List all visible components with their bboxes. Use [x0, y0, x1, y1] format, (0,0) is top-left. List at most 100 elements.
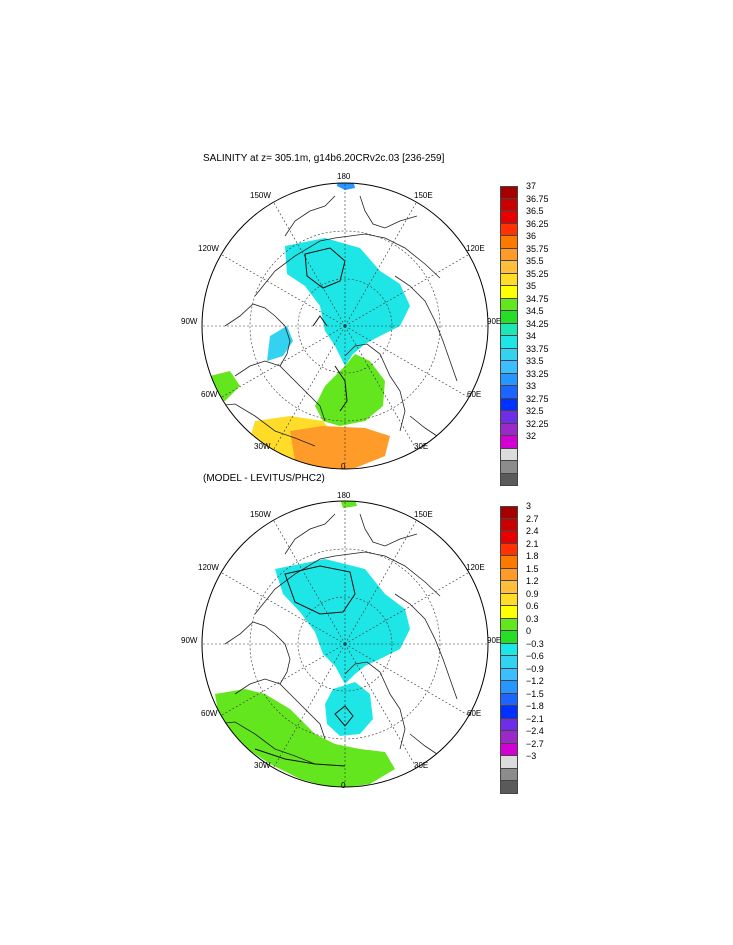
salinity-polar-map — [201, 182, 489, 470]
field-blue-pole — [337, 183, 355, 190]
colorbar-tick-label: 33 — [526, 381, 537, 391]
colorbar-tick-label: 1.8 — [526, 551, 539, 561]
colorbar-swatch — [500, 731, 518, 744]
colorbar-swatch — [500, 693, 518, 706]
coastline — [254, 551, 441, 615]
colorbar-swatch — [500, 423, 518, 436]
lon-label-30w: 30W — [254, 761, 271, 770]
colorbar-swatch — [500, 386, 518, 399]
colorbar-swatch — [500, 336, 518, 349]
colorbar-tick-label: −1.8 — [526, 701, 544, 711]
coastline — [214, 721, 316, 765]
lon-label-0: 0 — [341, 781, 346, 790]
colorbar-tick-label: −0.9 — [526, 663, 544, 674]
colorbar-tick-label: 32.5 — [526, 406, 544, 416]
coastline — [409, 733, 471, 765]
lon-label-150e: 150E — [414, 191, 433, 200]
lon-label-90w: 90W — [181, 636, 198, 645]
colorbar-tick-label: 0.9 — [526, 588, 539, 599]
colorbar-tick-label: 0.3 — [526, 613, 539, 624]
colorbar-swatch — [500, 581, 518, 594]
panel-1-title: SALINITY at z= 305.1m, g14b6.20CRv2c.03 … — [203, 153, 445, 164]
colorbar-swatch — [500, 286, 518, 299]
contour-line — [312, 315, 328, 327]
colorbar-tick-label: −1.5 — [526, 688, 544, 699]
colorbar-tick-label: 32 — [526, 431, 537, 441]
colorbar-swatch — [500, 273, 518, 286]
colorbar-tick-label: −1.2 — [526, 676, 544, 686]
colorbar-swatch — [500, 311, 518, 324]
colorbar-tick-label: −2.4 — [526, 726, 544, 736]
lon-label-60w: 60W — [201, 390, 218, 399]
lon-label-30e: 30E — [414, 442, 429, 451]
colorbar-tick-label: 36.25 — [526, 218, 549, 229]
colorbar-tick-label: 36 — [526, 231, 537, 241]
coastline — [234, 360, 326, 422]
colorbar-tick-label: 33.25 — [526, 368, 549, 379]
colorbar-swatch — [500, 618, 518, 631]
coastline — [344, 343, 406, 432]
lon-label-0: 0 — [341, 462, 346, 471]
colorbar-swatch — [500, 718, 518, 731]
colorbar-tick-label: 34 — [526, 331, 537, 341]
colorbar-tick-label: −0.3 — [526, 638, 544, 649]
field-green — [215, 689, 395, 787]
colorbar-swatch — [500, 656, 518, 669]
lon-label-150w: 150W — [250, 510, 271, 519]
colorbar-tick-label: 2.7 — [526, 513, 539, 524]
contour-line — [334, 365, 348, 412]
colorbar-swatch — [500, 436, 518, 449]
colorbar-tick-label: 3 — [526, 501, 532, 511]
colorbar-swatch — [500, 448, 518, 461]
colorbar-swatch — [500, 518, 518, 531]
colorbar-tick-label: 2.4 — [526, 526, 539, 536]
colorbar-swatch — [500, 568, 518, 581]
field-green-north — [340, 501, 357, 508]
latitude-circle — [297, 596, 393, 692]
colorbar-swatch — [500, 461, 518, 474]
field-cyan — [275, 559, 410, 684]
colorbar-swatch — [500, 531, 518, 544]
colorbar-tick-label: 33.5 — [526, 356, 544, 366]
map-field — [210, 183, 471, 469]
colorbar-swatch — [500, 681, 518, 694]
colorbar-tick-label: 1.5 — [526, 563, 539, 574]
difference-polar-map — [201, 500, 489, 788]
colorbar-swatch — [500, 211, 518, 224]
latitude-circle — [249, 548, 441, 740]
salinity-colorbar — [500, 186, 518, 486]
colorbar-swatch — [500, 223, 518, 236]
contour-line — [334, 705, 354, 727]
graticule — [202, 501, 488, 787]
coastline — [224, 303, 291, 367]
lon-label-120w: 120W — [198, 563, 219, 572]
colorbar-swatch — [500, 373, 518, 386]
colorbar-swatch — [500, 543, 518, 556]
colorbar-swatch — [500, 473, 518, 486]
colorbar-swatch — [500, 348, 518, 361]
colorbar-swatch — [500, 768, 518, 781]
map-boundary — [201, 500, 489, 788]
contour-line — [284, 565, 356, 615]
coastline — [254, 233, 441, 297]
lon-label-90e: 90E — [487, 636, 502, 645]
colorbar-tick-label: −2.7 — [526, 738, 544, 749]
lon-label-60e: 60E — [467, 709, 482, 718]
lon-label-60e: 60E — [467, 390, 482, 399]
colorbar-tick-label: 35 — [526, 281, 537, 291]
colorbar-tick-label: −3 — [526, 751, 537, 761]
latitude-circle — [249, 230, 441, 422]
lon-label-180: 180 — [337, 172, 351, 181]
panel-2-title: (MODEL - LEVITUS/PHC2) — [203, 473, 325, 484]
colorbar-tick-label: 33.75 — [526, 343, 549, 354]
lon-label-60w: 60W — [201, 709, 218, 718]
colorbar-tick-label: 34.25 — [526, 318, 549, 329]
graticule — [202, 183, 488, 469]
colorbar-tick-label: 0.6 — [526, 601, 539, 611]
lon-label-30e: 30E — [414, 761, 429, 770]
colorbar-swatch — [500, 606, 518, 619]
colorbar-swatch — [500, 298, 518, 311]
contour-line — [304, 247, 346, 289]
field-green — [315, 354, 385, 426]
lon-label-30w: 30W — [254, 442, 271, 451]
